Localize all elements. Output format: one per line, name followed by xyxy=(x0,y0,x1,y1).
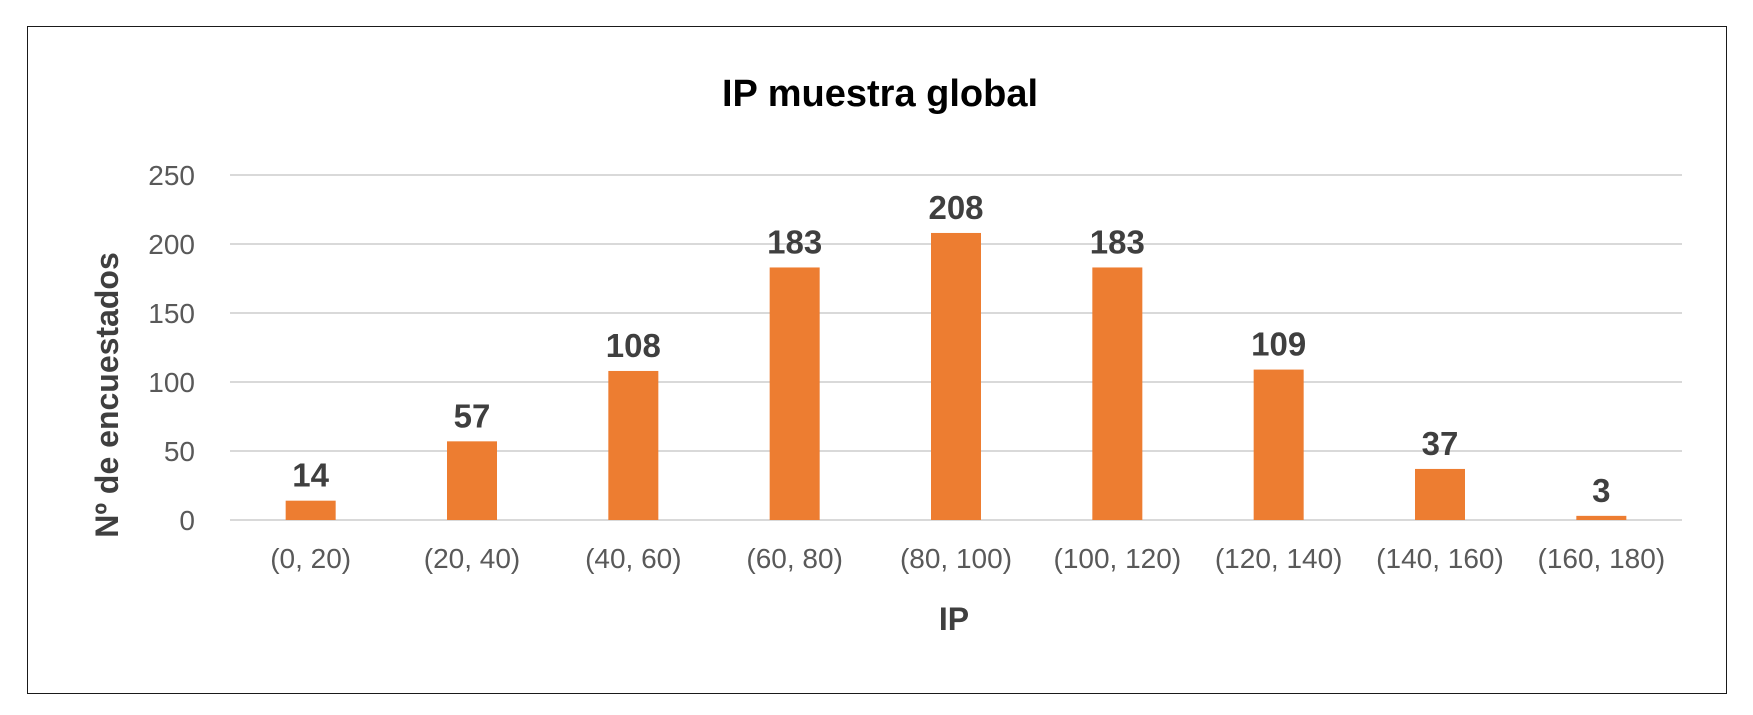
y-tick-label: 250 xyxy=(148,160,195,191)
y-tick-label: 0 xyxy=(179,505,195,536)
x-tick-label: (80, 100) xyxy=(900,543,1012,574)
bar xyxy=(1253,369,1304,520)
chart-title: IP muestra global xyxy=(722,73,1038,115)
data-label: 3 xyxy=(1592,472,1610,509)
x-tick-label: (120, 140) xyxy=(1215,543,1343,574)
x-tick-label: (20, 40) xyxy=(424,543,521,574)
x-axis-ticks: (0, 20) (20, 40) (40, 60) (60, 80) (80, 100)… xyxy=(270,543,1665,574)
y-tick-label: 100 xyxy=(148,367,195,398)
data-label: 208 xyxy=(928,189,983,226)
data-label: 37 xyxy=(1422,425,1459,462)
data-label: 183 xyxy=(767,223,822,260)
x-tick-label: (60, 80) xyxy=(746,543,843,574)
x-tick-label: (0, 20) xyxy=(270,543,351,574)
data-label: 183 xyxy=(1090,223,1145,260)
y-axis-title: Nº de encuestados xyxy=(89,252,125,538)
x-tick-label: (100, 120) xyxy=(1054,543,1182,574)
y-tick-label: 200 xyxy=(148,229,195,260)
x-tick-label: (140, 160) xyxy=(1376,543,1504,574)
bars xyxy=(285,232,1627,520)
bar xyxy=(1576,515,1627,520)
bar xyxy=(608,370,659,520)
bar xyxy=(285,500,336,520)
bar xyxy=(447,441,497,520)
bar xyxy=(769,267,820,520)
data-label: 109 xyxy=(1251,326,1306,363)
y-tick-label: 150 xyxy=(148,298,195,329)
chart-frame xyxy=(27,26,1727,694)
data-label: 14 xyxy=(292,457,329,494)
data-label: 57 xyxy=(454,397,491,434)
x-tick-label: (40, 60) xyxy=(585,543,682,574)
bar xyxy=(931,232,981,520)
x-axis-title: IP xyxy=(939,601,969,637)
x-tick-label: (160, 180) xyxy=(1538,543,1666,574)
y-tick-label: 50 xyxy=(164,436,195,467)
data-label: 108 xyxy=(606,327,661,364)
bar xyxy=(1415,468,1465,520)
bar xyxy=(1092,267,1143,520)
y-axis-ticks: 0 50 100 150 200 250 xyxy=(148,160,195,536)
data-labels: 14 57 108 183 208 183 109 37 3 xyxy=(292,189,1610,509)
